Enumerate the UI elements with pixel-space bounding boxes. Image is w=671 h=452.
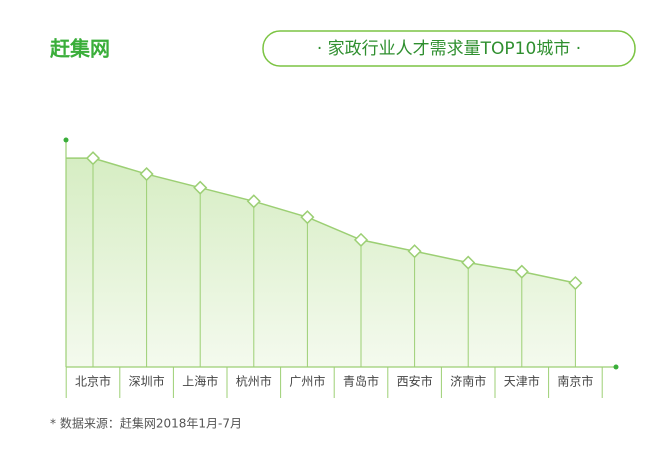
x-tick-label: 广州市 xyxy=(289,374,325,389)
marker xyxy=(246,194,261,209)
chart-title: · 家政行业人才需求量TOP10城市 · xyxy=(317,39,581,59)
marker xyxy=(353,232,369,247)
brand: 赶集网 xyxy=(49,37,110,61)
axis-dot xyxy=(63,137,69,143)
x-tick-label: 西安市 xyxy=(397,374,433,389)
x-tick-label: 上海市 xyxy=(182,374,218,389)
marker xyxy=(193,180,208,195)
x-tick-label: 南京市 xyxy=(557,374,593,389)
marker xyxy=(300,210,315,225)
marker xyxy=(85,151,101,166)
x-tick-label: 北京市 xyxy=(75,374,111,389)
marker xyxy=(461,255,476,270)
marker xyxy=(568,275,583,291)
marker xyxy=(139,166,154,182)
x-tick-label: 济南市 xyxy=(450,374,486,389)
source-note: * 数据来源：赶集网2018年1月-7月 xyxy=(50,416,242,431)
marker xyxy=(514,264,529,279)
x-tick-label: 杭州市 xyxy=(236,374,272,389)
x-tick-label: 深圳市 xyxy=(129,374,165,389)
axis-dot xyxy=(613,364,619,370)
x-tick-label: 天津市 xyxy=(504,374,540,389)
marker xyxy=(407,244,422,259)
title-pill xyxy=(262,30,636,67)
x-tick-label: 青岛市 xyxy=(343,374,379,389)
area xyxy=(66,158,576,367)
